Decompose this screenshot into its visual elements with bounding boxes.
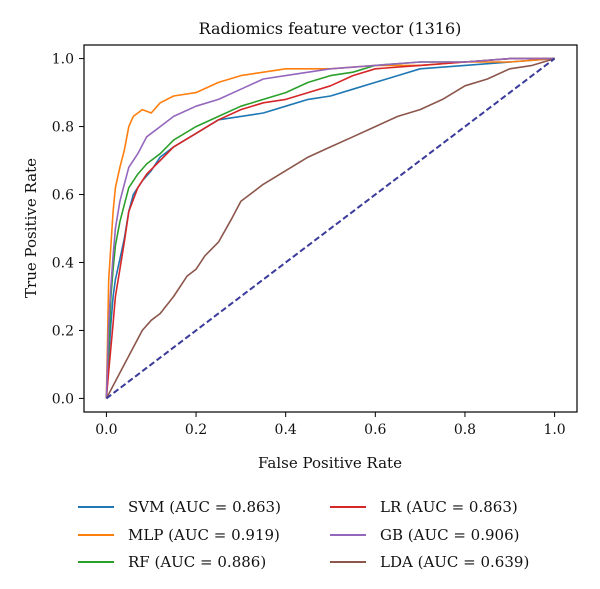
chart-title: Radiomics feature vector (1316) [199, 19, 462, 38]
roc-curve-lda [105, 57, 555, 399]
legend: SVM (AUC = 0.863) MLP (AUC = 0.919) RF (AU… [78, 498, 529, 571]
legend-label: LR (AUC = 0.863) [380, 498, 518, 516]
roc-curve-lr [105, 57, 555, 399]
roc-curve-gb [105, 57, 555, 399]
legend-label: GB (AUC = 0.906) [380, 526, 519, 544]
legend-label: MLP (AUC = 0.919) [128, 526, 280, 544]
x-axis-label: False Positive Rate [258, 454, 402, 472]
x-tick-label: 1.0 [543, 422, 565, 438]
y-tick-label: 0.2 [52, 323, 74, 339]
y-axis-label: True Positive Rate [22, 158, 40, 298]
legend-label: SVM (AUC = 0.863) [128, 498, 281, 516]
x-tick-label: 0.4 [275, 422, 297, 438]
x-tick-label: 0.8 [454, 422, 476, 438]
curve-layer [105, 57, 556, 400]
x-tick-label: 0.2 [185, 422, 207, 438]
tick-layer: 0.0 0.2 0.4 0.6 0.8 1.0 0.0 0.2 0.4 0.6 0.8 1.0 [52, 52, 566, 438]
y-tick-label: 0.4 [52, 255, 74, 271]
y-tick-label: 1.0 [52, 52, 74, 68]
legend-label: LDA (AUC = 0.639) [380, 553, 529, 571]
plot-frame [83, 44, 578, 413]
legend-label: RF (AUC = 0.886) [128, 553, 266, 571]
y-tick-label: 0.6 [52, 188, 74, 204]
x-tick-label: 0.0 [95, 422, 117, 438]
chance-line [105, 57, 556, 400]
x-tick-label: 0.6 [364, 422, 386, 438]
y-tick-label: 0.0 [52, 391, 74, 407]
y-tick-label: 0.8 [52, 120, 74, 136]
